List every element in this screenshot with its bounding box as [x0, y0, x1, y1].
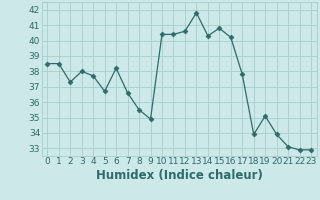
X-axis label: Humidex (Indice chaleur): Humidex (Indice chaleur) [96, 169, 263, 182]
